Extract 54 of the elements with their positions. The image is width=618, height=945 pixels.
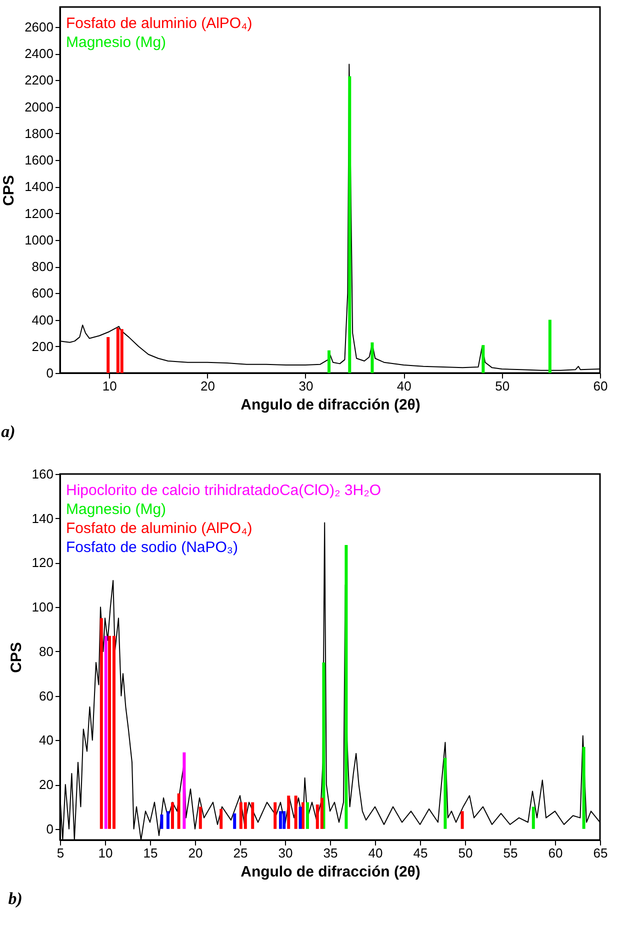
text: Fosfato de aluminio (AlPO₄) [66, 520, 252, 537]
text: b) [8, 889, 22, 908]
text: Fosfato de aluminio (AlPO₄) [66, 15, 252, 32]
x-tick-label: 60 [593, 378, 608, 394]
y-tick-label: 1000 [24, 232, 54, 248]
x-tick-label: 50 [495, 378, 510, 394]
y-tick-label: 0 [46, 821, 54, 836]
x-tick-label: 5 [56, 846, 64, 860]
x-tick-label: 10 [102, 378, 117, 394]
x-tick-label: 40 [368, 846, 383, 860]
y-tick-label: 2200 [24, 72, 54, 88]
text: Magnesio (Mg) [66, 34, 166, 51]
y-tick-label: 1400 [24, 179, 54, 194]
x-tick-label: 20 [188, 846, 203, 860]
y-tick-label: 160 [32, 466, 54, 482]
x-tick-label: 50 [458, 846, 473, 860]
y-tick-label: 1800 [24, 126, 54, 141]
y-tick-label: 1200 [24, 206, 54, 221]
y-tick-label: 2600 [24, 19, 54, 34]
y-axis-title: CPS [0, 175, 18, 206]
x-tick-label: 60 [548, 846, 563, 860]
y-tick-label: 800 [32, 259, 54, 274]
y-axis-title: CPS [8, 642, 25, 673]
y-tick-label: 120 [32, 555, 54, 570]
x-tick-label: 20 [200, 378, 216, 394]
x-tick-label: 15 [143, 846, 158, 860]
y-tick-label: 0 [46, 366, 54, 380]
text: Magnesio (Mg) [66, 501, 166, 518]
y-tick-label: 140 [32, 510, 54, 526]
y-tick-label: 100 [32, 600, 54, 615]
x-tick-label: 35 [323, 846, 338, 860]
x-tick-label: 65 [593, 846, 608, 860]
y-tick-label: 600 [32, 286, 54, 301]
y-tick-label: 200 [32, 338, 54, 354]
x-tick-label: 30 [278, 846, 293, 860]
y-tick-label: 400 [32, 312, 54, 328]
x-tick-label: 30 [298, 378, 314, 394]
text: Hipoclorito de calcio trihidratadoCa(ClO)₂ 3H₂O [66, 482, 382, 499]
x-tick-label: 25 [233, 846, 248, 860]
y-tick-label: 60 [39, 688, 54, 704]
x-tick-label: 55 [503, 846, 518, 860]
x-tick-label: 10 [98, 846, 113, 860]
y-tick-label: 40 [39, 732, 54, 748]
y-tick-label: 2400 [24, 46, 54, 62]
y-tick-label: 1600 [24, 152, 54, 168]
y-tick-label: 2000 [24, 99, 54, 114]
text: a) [1, 422, 16, 441]
y-tick-label: 20 [39, 777, 54, 792]
x-tick-label: 45 [413, 846, 428, 860]
x-axis-title: Angulo de difracción (2θ) [240, 396, 420, 414]
text: Fosfato de sodio (NaPO₃) [66, 539, 238, 556]
x-axis-title: Angulo de difracción (2θ) [240, 864, 420, 880]
y-tick-label: 80 [39, 644, 54, 659]
x-tick-label: 40 [396, 378, 412, 394]
